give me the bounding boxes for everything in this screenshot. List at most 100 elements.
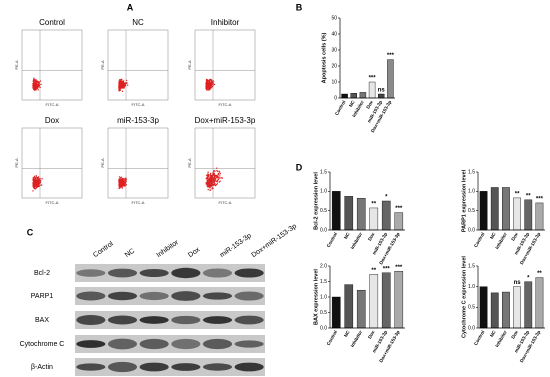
flow-dot [121,90,124,93]
flow-dot [119,187,121,189]
x-tick-label: NC [489,329,497,338]
y-tick-label: 1.0 [320,189,327,195]
blot-band [202,268,233,278]
flow-dot [213,83,216,86]
flow-y-label: PE-A [14,60,19,70]
y-tick-label: 1.5 [468,263,475,269]
flow-dot [206,80,208,83]
flow-dot [127,84,129,86]
flow-dot [217,179,219,181]
blot-band [107,338,138,350]
flow-dot [209,81,211,84]
flow-dot [122,183,125,185]
blot-band [234,362,264,372]
x-tick-label: Control [326,232,339,249]
bar [524,199,533,231]
flow-dot [215,184,218,186]
significance: ** [371,268,376,274]
panel-label: C [27,227,34,237]
bar [394,212,404,231]
flow-dot [207,79,210,82]
flow-dot [205,182,207,184]
flow-dot [207,177,209,180]
flow-dot [33,82,35,84]
blot-band [139,338,169,350]
bar [535,277,544,329]
flow-dot [207,186,209,188]
flow-dot [35,80,37,82]
x-tick-label: Dox [367,231,376,241]
flow-dot [120,182,122,184]
flow-x-label: FITC-A [219,200,232,205]
bar [356,289,366,329]
flow-dot [34,81,36,84]
flow-title: Inhibitor [211,18,240,27]
flow-dot [38,81,40,83]
flow-dot [213,174,216,176]
flow-dot [209,86,211,88]
flow-x-label: FITC-A [46,200,59,205]
flow-dot [218,177,221,179]
y-tick-label: 40 [331,31,337,37]
blot-band [234,291,264,301]
protein-label: β-Actin [31,364,53,371]
flow-frame [21,29,83,101]
x-tick-label: Inhibitor [350,329,364,348]
blot-band [234,340,264,348]
flow-dot [38,182,40,184]
blot-band [171,315,201,325]
bar [524,281,533,329]
flow-dot [32,87,35,90]
flow-dot [219,175,221,177]
flow-y-label: PE-A [187,60,192,70]
flow-dot [208,182,210,184]
flow-dot [33,84,35,87]
flow-dot [121,184,123,187]
x-tick-label: NC [343,329,351,338]
flow-dot [123,184,126,186]
flow-dot [36,83,38,86]
flow-dot [206,88,208,90]
y-tick-label: 10 [331,79,337,85]
flow-dot [123,81,125,83]
y-tick-label: 0.0 [320,325,327,331]
bar [394,271,404,329]
flow-dot [211,188,213,190]
flow-dot [34,180,36,182]
y-tick-label: 0.5 [320,208,327,214]
protein-label: BAX [35,317,49,324]
flow-dot [207,184,209,186]
flow-dot [118,90,120,92]
flow-dot [209,189,211,191]
flow-dot [207,171,209,173]
flow-dot [206,179,208,181]
y-tick-label: 2.0 [320,263,327,269]
x-tick-label: Control [473,232,486,249]
flow-dot [211,81,214,83]
bar [479,286,488,329]
x-tick-label: Control [334,100,347,117]
bar [344,196,354,231]
flow-dot [207,82,210,84]
flow-dot [35,89,37,91]
flow-dot [40,184,42,186]
flow-dot [214,184,217,187]
flow-dot [123,178,126,180]
blot-band [107,361,138,373]
blot-band [76,363,106,371]
x-tick-label: Dox [510,329,519,339]
x-tick-label: Dox [510,231,519,241]
bar [502,187,510,231]
blot-band [202,316,233,324]
y-tick-label: 0.5 [320,310,327,316]
flow-dot [206,83,209,85]
y-tick-label: 0.5 [468,208,475,214]
flow-dot [208,88,211,91]
flow-dot [37,176,40,178]
x-tick-label: Control [326,330,339,347]
blot-band [107,315,138,325]
flow-dot [206,174,208,177]
flow-frame [194,127,256,199]
y-axis-label: PARP1 expression level [461,169,467,232]
significance: *** [383,266,391,272]
